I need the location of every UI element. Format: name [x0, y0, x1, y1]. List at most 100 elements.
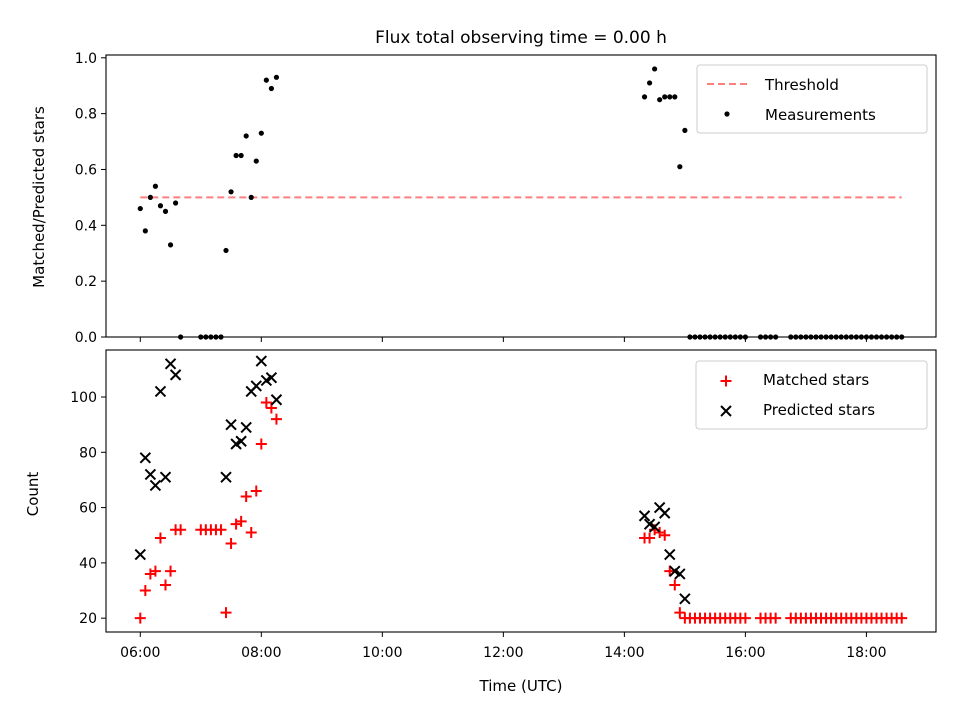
measurement-point — [213, 334, 219, 340]
measurement-point — [692, 334, 698, 340]
measurement-point — [203, 334, 209, 340]
y-ratio-tick-label: 0.8 — [75, 107, 97, 123]
x-tick-label: 06:00 — [120, 645, 160, 661]
x-axis-label: Time (UTC) — [479, 677, 563, 695]
y-count-tick-label: 60 — [79, 501, 97, 517]
y-axis-label-count: Count — [24, 472, 42, 517]
predicted-star-point — [674, 568, 686, 580]
measurement-point — [808, 334, 814, 340]
measurement-point — [798, 334, 804, 340]
matched-star-point — [260, 397, 272, 409]
measurement-point — [233, 152, 239, 159]
matched-star-point — [134, 612, 146, 624]
measurement-point — [773, 334, 779, 340]
measurement-point — [667, 94, 673, 100]
matched-star-point — [165, 565, 177, 577]
y-axis-label-ratio: Matched/Predicted stars — [30, 106, 48, 288]
measurement-point — [853, 334, 859, 340]
measurement-point — [228, 189, 234, 195]
measurement-point — [687, 334, 693, 340]
x-tick-label: 08:00 — [241, 645, 281, 661]
measurement-point — [889, 334, 895, 340]
matched-star-point — [255, 438, 267, 450]
measurement-point — [243, 133, 249, 139]
measurement-point — [662, 94, 668, 100]
measurement-point — [838, 334, 844, 340]
measurement-point — [868, 334, 875, 340]
legend-matched-swatch — [720, 375, 732, 387]
measurement-point — [803, 334, 809, 340]
measurement-point — [899, 334, 905, 340]
bottom-plot-frame — [105, 349, 937, 633]
measurement-point — [737, 334, 743, 340]
measurement-point — [788, 334, 794, 340]
predicted-star-point — [648, 521, 661, 533]
predicted-star-point — [154, 385, 167, 398]
x-tick-label: 18:00 — [846, 645, 886, 661]
predicted-star-point — [220, 471, 232, 483]
predicted-star-point — [139, 452, 152, 464]
legend-bottom-box — [695, 360, 928, 430]
measurement-point — [167, 242, 174, 248]
measurement-point — [732, 334, 738, 340]
measurement-point — [823, 334, 829, 340]
matched-star-point — [149, 565, 161, 577]
measurement-point — [793, 334, 799, 340]
matched-star-point — [659, 529, 671, 541]
predicted-star-point — [225, 418, 237, 431]
legend-measurements-swatch — [724, 111, 730, 117]
matched-star-point — [250, 485, 262, 497]
matched-star-point — [160, 579, 172, 591]
measurement-point — [702, 334, 708, 340]
measurement-point — [248, 194, 254, 200]
measurement-point — [873, 334, 880, 340]
matched-star-point — [225, 538, 237, 550]
predicted-star-point — [169, 369, 182, 381]
measurement-point — [162, 208, 169, 214]
legend-top: Threshold Measurements — [696, 64, 928, 134]
predicted-star-point — [664, 548, 676, 561]
measurement-point — [712, 334, 718, 340]
legend-predicted-swatch — [720, 405, 732, 417]
measurement-point — [152, 183, 159, 189]
matched-star-point — [240, 491, 252, 503]
bottom-panel-counts: 20 40 60 80 100 06:00 08:00 10:00 12:00 14:00 16:0… — [70, 349, 937, 661]
measurement-point — [757, 334, 764, 340]
measurement-point — [878, 334, 885, 340]
x-tick-label: 14:00 — [604, 645, 644, 661]
measurement-point — [646, 80, 653, 86]
y-count-tick-label: 40 — [79, 556, 97, 572]
measurement-point — [218, 334, 224, 340]
matched-star-point — [245, 526, 257, 538]
measurement-point — [722, 334, 728, 340]
measurement-point — [707, 334, 713, 340]
measurement-point — [198, 334, 204, 340]
predicted-star-point — [659, 507, 671, 519]
x-tick-label: 12:00 — [483, 645, 523, 661]
measurement-point — [677, 164, 683, 170]
predicted-star-point — [265, 371, 278, 384]
measurement-point — [828, 334, 834, 340]
measurement-point — [858, 334, 864, 340]
measurement-point — [742, 334, 748, 340]
predicted-star-point — [250, 380, 262, 392]
predicted-star-point — [164, 358, 177, 370]
legend-predicted-label: Predicted stars — [763, 401, 875, 419]
y-ratio-tick-label: 0.0 — [75, 330, 97, 346]
measurement-point — [697, 334, 703, 340]
measurement-point — [843, 334, 849, 340]
top-plot-frame — [105, 54, 937, 338]
predicted-star-point — [159, 471, 172, 483]
y-ratio-tick-label: 1.0 — [75, 51, 97, 67]
predicted-star-point — [270, 394, 283, 406]
matched-star-point — [215, 524, 227, 536]
legend-measurements-label: Measurements — [765, 106, 876, 124]
matched-star-point — [175, 524, 187, 536]
y-count-tick-label: 20 — [79, 611, 97, 627]
matched-star-point — [139, 585, 151, 597]
measurement-point — [762, 334, 769, 340]
measurement-point — [727, 334, 733, 340]
measurement-point — [258, 130, 264, 136]
top-panel-ratio: 0.0 0.2 0.4 0.6 0.8 1.0 Threshold Measurements — [75, 51, 937, 346]
